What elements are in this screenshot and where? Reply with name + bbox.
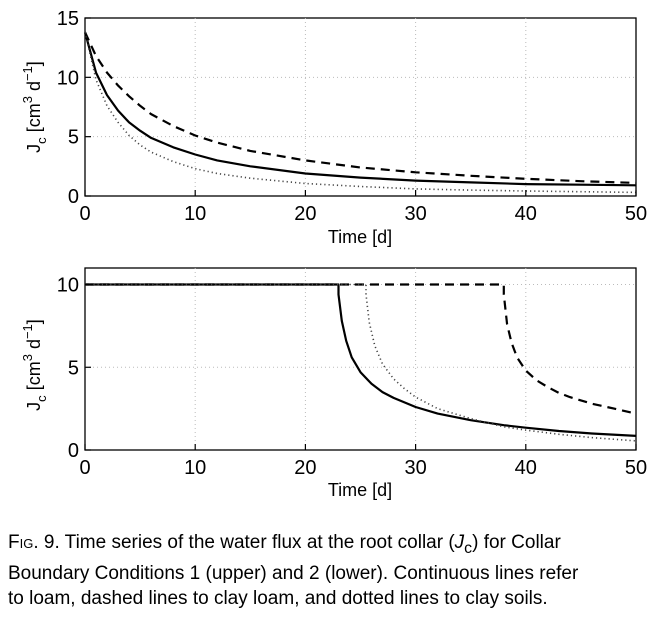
lower-series-dashed-line bbox=[85, 283, 637, 415]
upper-y-tick-label: 0 bbox=[68, 186, 79, 208]
upper-x-tick-label: 40 bbox=[515, 203, 537, 225]
upper-x-tick-label: 0 bbox=[79, 203, 90, 225]
upper-gridlines bbox=[85, 18, 636, 196]
caption-line-3: to loam, dashed lines to clay loam, and … bbox=[8, 587, 548, 609]
lower-y-tick-label: 5 bbox=[68, 357, 79, 379]
lower-series-group bbox=[85, 283, 637, 442]
lower-x-tick-label: 40 bbox=[515, 457, 537, 479]
lower-series-dotted-line bbox=[85, 283, 637, 442]
upper-y-ticks: 0 5 10 15 bbox=[57, 8, 91, 208]
lower-x-ticks: 0 10 20 30 40 50 bbox=[79, 444, 647, 479]
caption-text-1a: Time series of the water flux at the roo… bbox=[59, 532, 455, 553]
lower-x-axis-label: Time [d] bbox=[328, 480, 392, 500]
upper-chart-panel: 0 10 20 30 40 50 0 5 10 15 Time [d] Jc [cm3 d−1] bbox=[20, 8, 647, 247]
caption-symbol-sub: c bbox=[464, 539, 473, 557]
upper-x-tick-label: 50 bbox=[625, 203, 647, 225]
caption-line-2: Boundary Conditions 1 (upper) and 2 (low… bbox=[8, 562, 579, 584]
upper-series-group bbox=[83, 31, 637, 194]
upper-series-solid-line bbox=[83, 31, 637, 187]
upper-series-dashed-line bbox=[84, 31, 637, 184]
upper-x-tick-label: 30 bbox=[404, 203, 426, 225]
upper-y-tick-label: 10 bbox=[57, 67, 79, 89]
lower-x-tick-label: 10 bbox=[184, 457, 206, 479]
upper-y-axis-label: Jc [cm3 d−1] bbox=[20, 61, 49, 153]
upper-x-tick-label: 20 bbox=[294, 203, 316, 225]
figure-number: Fig. 9. bbox=[8, 532, 60, 553]
lower-x-tick-label: 0 bbox=[79, 457, 90, 479]
caption-text-1b: ) for Collar bbox=[472, 532, 561, 553]
lower-x-tick-label: 20 bbox=[294, 457, 316, 479]
lower-x-tick-label: 50 bbox=[625, 457, 647, 479]
upper-x-ticks: 0 10 20 30 40 50 bbox=[79, 190, 647, 225]
upper-plot-frame bbox=[84, 17, 637, 197]
upper-x-tick-label: 10 bbox=[184, 203, 206, 225]
caption-line-1: Fig. 9. Time series of the water flux at… bbox=[8, 530, 663, 561]
upper-series-dotted-line bbox=[84, 32, 637, 194]
lower-series-solid-line bbox=[85, 283, 637, 437]
lower-x-tick-label: 30 bbox=[404, 457, 426, 479]
lower-plot-frame bbox=[84, 267, 637, 451]
upper-y-tick-label: 5 bbox=[68, 127, 79, 149]
figure-caption: Fig. 9. Time series of the water flux at… bbox=[8, 530, 663, 611]
upper-y-tick-label: 15 bbox=[57, 8, 79, 30]
lower-gridlines bbox=[85, 268, 636, 450]
lower-y-axis-label: Jc [cm3 d−1] bbox=[20, 319, 49, 411]
caption-symbol: J bbox=[454, 532, 465, 553]
lower-chart-panel: 0 10 20 30 40 50 0 5 10 Time [d] Jc [cm3 d−1] bbox=[20, 267, 647, 500]
lower-y-ticks: 0 5 10 bbox=[57, 275, 91, 462]
lower-y-tick-label: 0 bbox=[68, 440, 79, 462]
lower-y-tick-label: 10 bbox=[57, 275, 79, 297]
upper-x-axis-label: Time [d] bbox=[328, 227, 392, 247]
